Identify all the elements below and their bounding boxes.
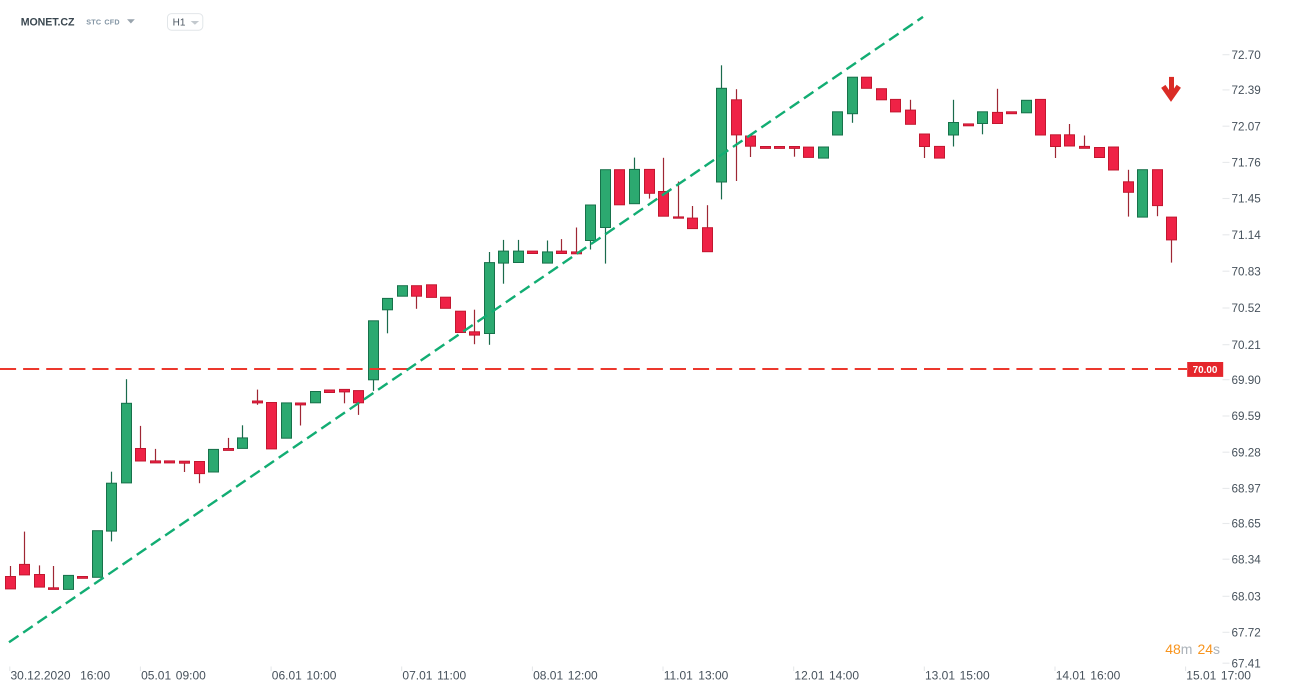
svg-text:06.01: 06.01 bbox=[272, 668, 302, 682]
svg-text:11.01: 11.01 bbox=[664, 668, 693, 682]
svg-text:H1: H1 bbox=[173, 17, 186, 28]
svg-text:69.59: 69.59 bbox=[1232, 410, 1261, 423]
svg-text:70.00: 70.00 bbox=[1193, 365, 1218, 376]
svg-text:68.97: 68.97 bbox=[1232, 483, 1261, 496]
svg-text:STC: STC bbox=[86, 18, 101, 27]
svg-text:70.52: 70.52 bbox=[1232, 302, 1261, 315]
svg-text:09:00: 09:00 bbox=[176, 668, 206, 682]
svg-text:14:00: 14:00 bbox=[829, 668, 859, 682]
svg-text:30.12.2020: 30.12.2020 bbox=[11, 668, 71, 682]
svg-text:68.65: 68.65 bbox=[1232, 518, 1262, 531]
svg-text:05.01: 05.01 bbox=[141, 668, 171, 682]
svg-text:69.28: 69.28 bbox=[1232, 446, 1261, 459]
svg-text:71.14: 71.14 bbox=[1232, 229, 1262, 242]
svg-text:08.01: 08.01 bbox=[533, 668, 563, 682]
svg-text:72.07: 72.07 bbox=[1232, 120, 1261, 133]
svg-text:10:00: 10:00 bbox=[306, 668, 336, 682]
svg-text:MONET.CZ: MONET.CZ bbox=[21, 17, 75, 29]
svg-text:68.03: 68.03 bbox=[1232, 591, 1261, 604]
svg-text:12.01: 12.01 bbox=[794, 668, 824, 682]
svg-text:72.70: 72.70 bbox=[1232, 49, 1262, 62]
svg-text:16:00: 16:00 bbox=[1090, 668, 1120, 682]
svg-text:15:00: 15:00 bbox=[960, 668, 990, 682]
svg-text:13:00: 13:00 bbox=[698, 668, 728, 682]
svg-text:67.72: 67.72 bbox=[1232, 627, 1261, 640]
svg-text:71.76: 71.76 bbox=[1232, 157, 1261, 170]
svg-text:70.83: 70.83 bbox=[1232, 265, 1261, 278]
svg-text:17:00: 17:00 bbox=[1221, 668, 1251, 682]
svg-text:11:00: 11:00 bbox=[437, 668, 466, 682]
svg-text:07.01: 07.01 bbox=[402, 668, 432, 682]
svg-text:72.39: 72.39 bbox=[1232, 84, 1261, 97]
svg-text:68.34: 68.34 bbox=[1232, 553, 1262, 566]
svg-text:CFD: CFD bbox=[104, 18, 119, 27]
svg-text:71.45: 71.45 bbox=[1232, 193, 1262, 206]
svg-text:13.01: 13.01 bbox=[925, 668, 955, 682]
svg-text:15.01: 15.01 bbox=[1186, 668, 1216, 682]
svg-text:12:00: 12:00 bbox=[568, 668, 598, 682]
svg-text:67.41: 67.41 bbox=[1232, 657, 1261, 670]
svg-text:69.90: 69.90 bbox=[1232, 374, 1262, 387]
svg-text:16:00: 16:00 bbox=[80, 668, 110, 682]
svg-text:14.01: 14.01 bbox=[1056, 668, 1086, 682]
svg-text:70.21: 70.21 bbox=[1232, 339, 1261, 352]
